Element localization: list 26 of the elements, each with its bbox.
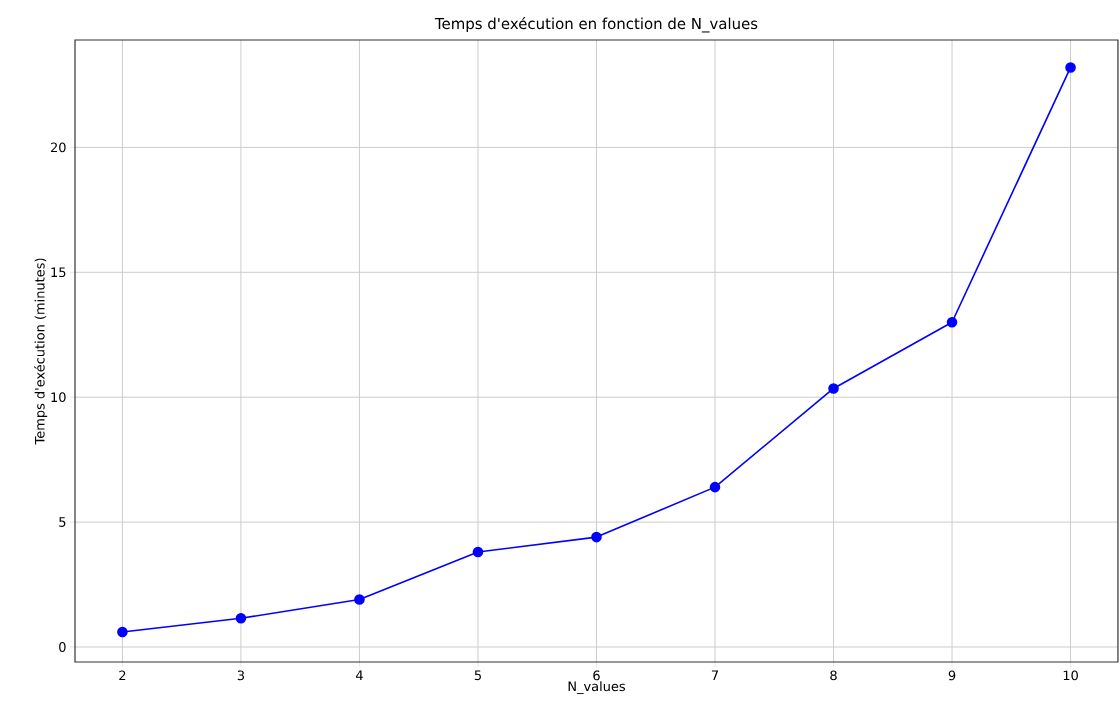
x-tick-label: 7 [711,670,719,680]
point [354,594,365,605]
x-tick-label: 8 [830,670,837,681]
point [946,316,958,328]
point [828,383,839,394]
point [117,626,128,638]
point [591,531,602,543]
x-tick-label: 3 [237,670,245,681]
y-tick-label: 5 [59,517,66,527]
x-tick-label: 10 [1063,670,1078,681]
x-tick-label: 6 [593,670,600,681]
x-tick-label: 4 [355,670,363,680]
y-tick-label: 10 [51,392,66,403]
point [235,612,247,624]
y-tick-label: 15 [51,267,66,278]
x-tick-label: 5 [474,670,481,681]
x-tick-label: 2 [119,670,126,681]
point [1065,62,1076,73]
y-axis-title: Temps d'exécution (minutes) [34,258,48,445]
y-tick-label: 0 [59,642,66,652]
chart-title: Temps d'exécution en fonction de N_values [434,17,758,33]
y-tick-label: 20 [50,142,66,153]
x-tick-label: 9 [948,670,956,681]
x-axis-title: N_values [568,681,625,695]
point [709,481,721,493]
point [472,546,484,558]
